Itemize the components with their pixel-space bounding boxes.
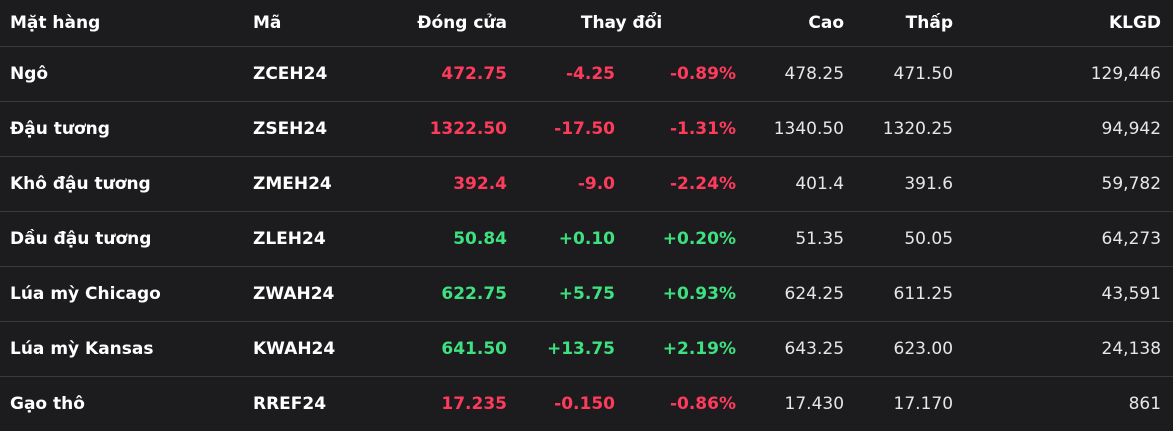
cell-high: 624.25 [736,266,845,322]
header-name[interactable]: Mặt hàng [0,0,253,47]
cell-volume: 94,942 [953,101,1173,157]
cell-code: RREF24 [253,393,327,414]
header-code[interactable]: Mã [253,0,365,47]
header-low[interactable]: Thấp [844,0,954,47]
cell-high: 401.4 [736,156,845,212]
cell-change-percent: -0.86% [669,393,737,414]
cell-low: 611.25 [844,266,954,322]
header-volume[interactable]: KLGD [953,0,1173,47]
cell-code: ZLEH24 [253,211,365,267]
cell-change-percent: +2.19% [615,321,737,377]
table-row[interactable]: Gạo thô RREF24 17.235 -0.150 -0.86% 17.430 17.… [0,376,1173,431]
cell-change: -17.50 [507,101,615,157]
cell-low: 471.50 [844,46,954,102]
cell-close: 50.84 [365,211,507,267]
cell-low: 50.05 [844,211,954,267]
cell-high: 51.35 [736,211,845,267]
cell-close: 1322.50 [365,101,507,157]
table-row[interactable]: Đậu tương ZSEH24 1322.50 -17.50 -1.31% 1340.5… [0,101,1173,157]
cell-name: Khô đậu tương [0,156,253,212]
cell-change: +5.75 [507,266,615,322]
cell-change: -9.0 [507,156,615,212]
cell-name: Lúa mỳ Kansas [0,321,253,377]
cell-code: ZSEH24 [253,101,365,157]
cell-name: Gạo thô [10,393,85,414]
cell-name: Dầu đậu tương [0,211,253,267]
table-row[interactable]: Lúa mỳ Kansas KWAH24 641.50 +13.75 +2.19% 643… [0,321,1173,377]
cell-high: 1340.50 [736,101,845,157]
cell-change-percent: +0.20% [615,211,737,267]
cell-change-percent: +0.93% [615,266,737,322]
cell-volume: 24,138 [953,321,1173,377]
cell-change: -0.150 [554,393,615,414]
cell-volume: 861 [1128,393,1162,414]
cell-close: 17.235 [441,393,507,414]
cell-volume: 64,273 [953,211,1173,267]
cell-change-percent: -0.89% [615,46,737,102]
cell-volume: 59,782 [953,156,1173,212]
cell-change: +0.10 [507,211,615,267]
cell-close: 641.50 [365,321,507,377]
cell-low: 17.170 [893,393,954,414]
cell-name: Lúa mỳ Chicago [0,266,253,322]
table-body: Ngô ZCEH24 472.75 -4.25 -0.89% 478.25 471.50 12… [0,46,1173,431]
cell-high: 478.25 [736,46,845,102]
cell-close: 472.75 [365,46,507,102]
cell-high: 643.25 [736,321,845,377]
cell-change-percent: -1.31% [615,101,737,157]
cell-change: +13.75 [507,321,615,377]
cell-low: 623.00 [844,321,954,377]
cell-name: Đậu tương [0,101,253,157]
table-row[interactable]: Khô đậu tương ZMEH24 392.4 -9.0 -2.24% 401.4 3… [0,156,1173,212]
cell-name: Ngô [0,46,253,102]
cell-high: 17.430 [784,393,845,414]
table-row[interactable]: Lúa mỳ Chicago ZWAH24 622.75 +5.75 +0.93% 624… [0,266,1173,322]
cell-code: ZWAH24 [253,266,365,322]
cell-code: ZMEH24 [253,156,365,212]
cell-code: ZCEH24 [253,46,365,102]
cell-code: KWAH24 [253,321,365,377]
cell-change: -4.25 [507,46,615,102]
cell-volume: 43,591 [953,266,1173,322]
header-close[interactable]: Đóng cửa [365,0,507,47]
table-header-row: Mặt hàng Mã Đóng cửa Thay đổi Cao Thấp K… [0,0,1173,47]
cell-low: 1320.25 [844,101,954,157]
table-row[interactable]: Dầu đậu tương ZLEH24 50.84 +0.10 +0.20% 51.35… [0,211,1173,267]
cell-close: 392.4 [365,156,507,212]
header-high[interactable]: Cao [736,0,845,47]
cell-change-percent: -2.24% [615,156,737,212]
table-row[interactable]: Ngô ZCEH24 472.75 -4.25 -0.89% 478.25 471.50 12… [0,46,1173,102]
cell-volume: 129,446 [953,46,1173,102]
cell-close: 622.75 [365,266,507,322]
cell-low: 391.6 [844,156,954,212]
header-change[interactable]: Thay đổi [507,0,737,47]
